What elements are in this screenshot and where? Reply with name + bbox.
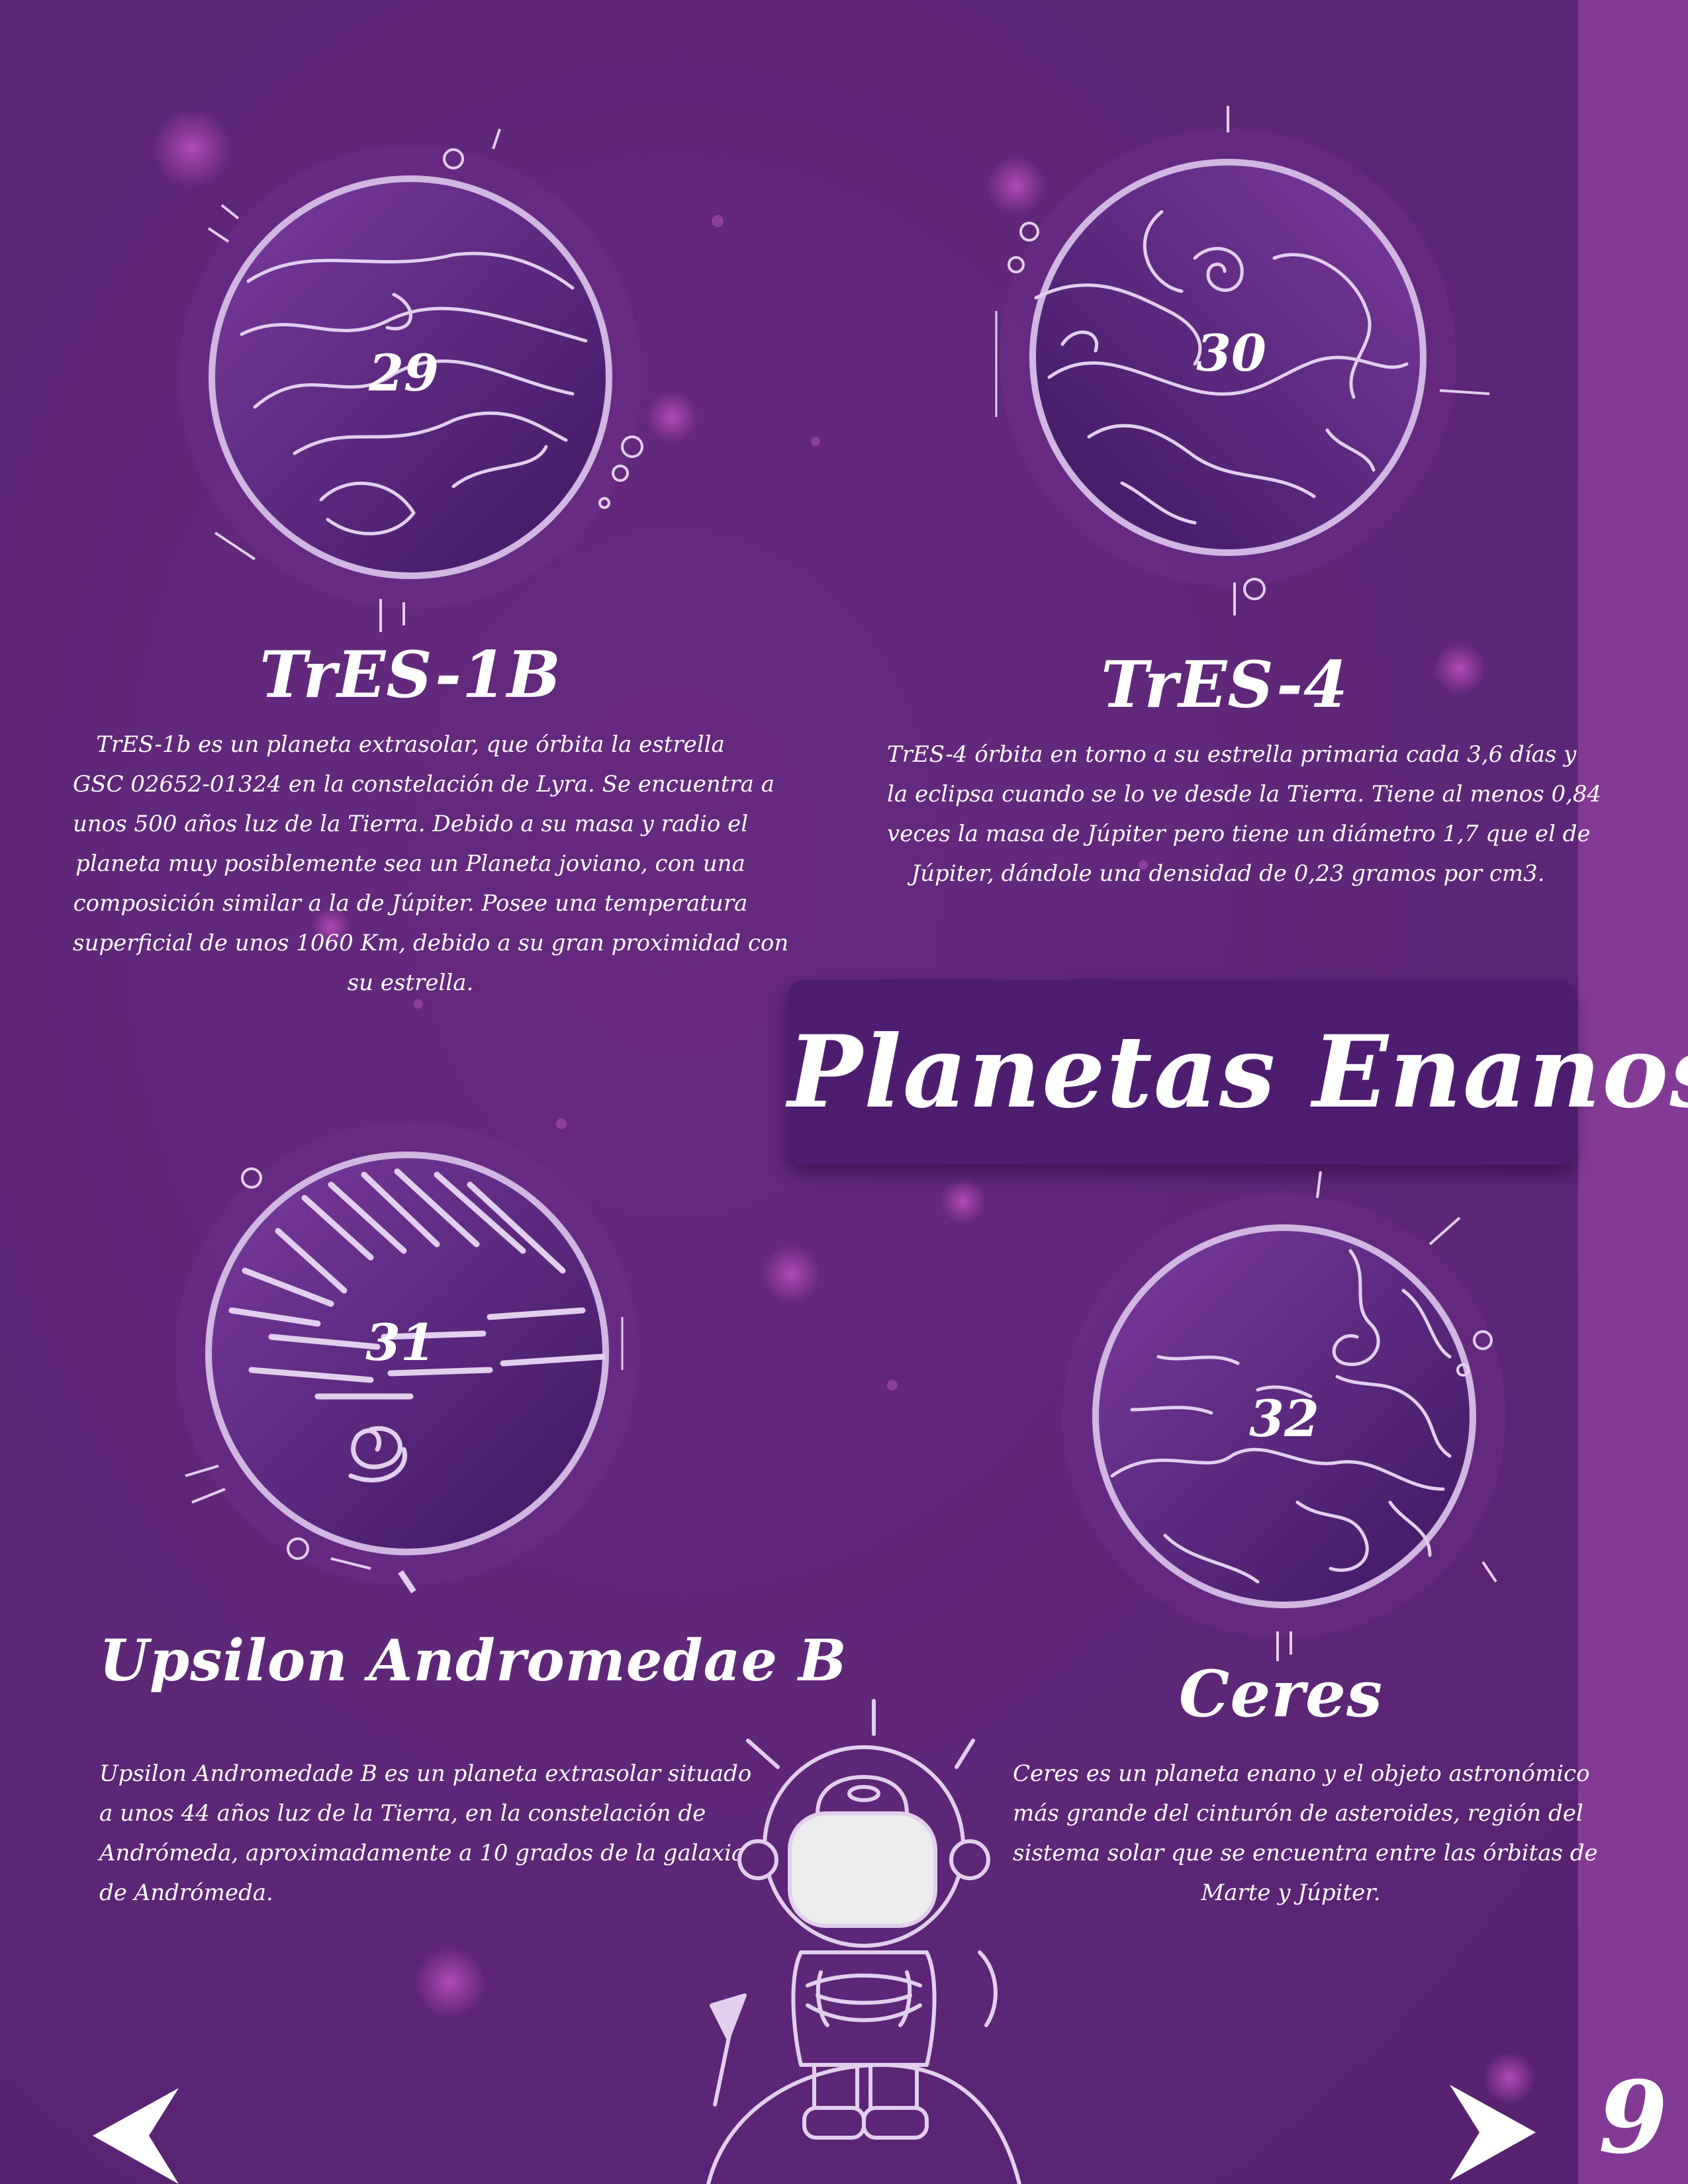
side-strip <box>1578 0 1688 2184</box>
description-line: más grande del cinturón de asteroides, r… <box>1013 1800 1583 1827</box>
planet-number: 32 <box>1249 1389 1319 1448</box>
planet-number: 31 <box>365 1313 436 1372</box>
planet-29-description: TrES-1b es un planeta extrasolar, que ór… <box>73 725 789 1003</box>
decorative-bubble <box>152 109 232 189</box>
decorative-dot <box>1139 860 1148 870</box>
description-line: la eclipsa cuando se lo ve desde la Tier… <box>887 781 1602 807</box>
description-line: superficial de unos 1060 Km, debido a su… <box>73 930 789 956</box>
decorative-bubble <box>761 1244 821 1304</box>
decorative-bubble <box>1483 2052 1536 2105</box>
planet-29-title: TrES-1B <box>259 637 561 712</box>
decorative-bubble <box>414 1946 487 2019</box>
description-line: Júpiter, dándole una densidad de 0,23 gr… <box>911 860 1545 887</box>
description-line: Upsilon Andromedade B es un planeta extr… <box>99 1760 752 1787</box>
description-line: Andrómeda, aproximadamente a 10 grados d… <box>99 1840 745 1866</box>
decorative-dot <box>887 1380 898 1390</box>
planet-31-title: Upsilon Andromedae B <box>99 1627 847 1694</box>
decorative-bubble <box>311 907 351 946</box>
description-line: Ceres es un planeta enano y el objeto as… <box>1013 1760 1590 1787</box>
description-line: GSC 02652-01324 en la constelación de Ly… <box>73 771 775 797</box>
description-line: unos 500 años luz de la Tierra. Debido a… <box>73 811 749 837</box>
planet-30-illustration: 30 <box>995 106 1490 615</box>
planet-number: 30 <box>1196 324 1266 383</box>
decorative-dot <box>811 437 820 446</box>
arrow-left-icon[interactable] <box>93 2088 185 2184</box>
description-line: veces la masa de Júpiter pero tiene un d… <box>887 821 1591 847</box>
description-line: TrES-1b es un planeta extrasolar, que ór… <box>96 731 725 758</box>
planet-32-title: Ceres <box>1178 1657 1383 1731</box>
astronaut-illustration <box>688 1694 1033 2184</box>
decorative-dot <box>712 215 724 227</box>
planet-29-illustration: 29 <box>175 128 645 632</box>
section-banner-label: Planetas Enanos <box>788 1014 1688 1130</box>
planet-31-description: Upsilon Andromedade B es un planeta extr… <box>99 1754 755 1913</box>
planet-number: 29 <box>368 343 439 402</box>
description-line: Marte y Júpiter. <box>1201 1880 1381 1906</box>
planet-32-illustration: 32 <box>1059 1171 1509 1661</box>
description-line: a unos 44 años luz de la Tierra, en la c… <box>99 1800 706 1827</box>
description-line: sistema solar que se encuentra entre las… <box>1013 1840 1598 1866</box>
description-line: TrES-4 órbita en torno a su estrella pri… <box>887 741 1577 768</box>
arrow-right-icon[interactable] <box>1443 2085 1536 2181</box>
description-line: su estrella. <box>347 970 474 996</box>
decorative-dot <box>414 999 423 1009</box>
decorative-bubble <box>1433 642 1486 695</box>
planet-30-description: TrES-4 órbita en torno a su estrella pri… <box>887 735 1602 893</box>
description-line: planeta muy posiblemente sea un Planeta … <box>75 850 745 877</box>
planet-30-title: TrES-4 <box>1101 647 1348 722</box>
planet-31-illustration: 31 <box>172 1118 642 1594</box>
decorative-bubble <box>986 156 1046 215</box>
decorative-bubble <box>940 1178 986 1224</box>
planet-32-description: Ceres es un planeta enano y el objeto as… <box>1013 1754 1598 1913</box>
page-number: 9 <box>1598 2060 1668 2176</box>
decorative-dot <box>556 1118 567 1129</box>
section-banner: Planetas Enanos <box>788 979 1688 1165</box>
description-line: composición similar a la de Júpiter. Pos… <box>73 890 748 917</box>
decorative-bubble <box>645 390 698 443</box>
description-line: de Andrómeda. <box>99 1880 273 1906</box>
